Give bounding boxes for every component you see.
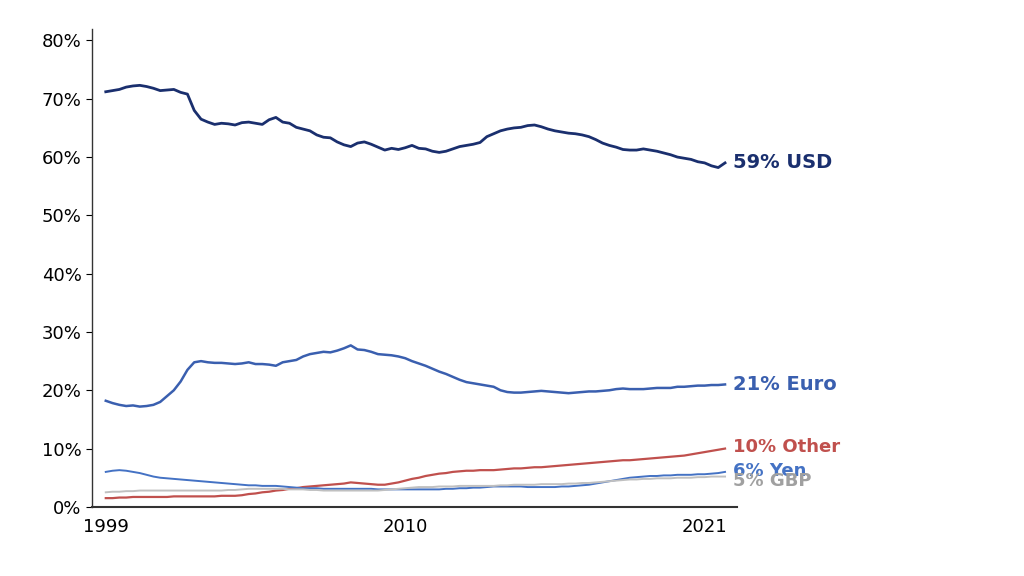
Text: 6% Yen: 6% Yen: [733, 462, 807, 480]
Text: 59% USD: 59% USD: [733, 153, 833, 172]
Text: 21% Euro: 21% Euro: [733, 375, 837, 394]
Text: 10% Other: 10% Other: [733, 438, 841, 456]
Text: 5% GBP: 5% GBP: [733, 472, 812, 490]
